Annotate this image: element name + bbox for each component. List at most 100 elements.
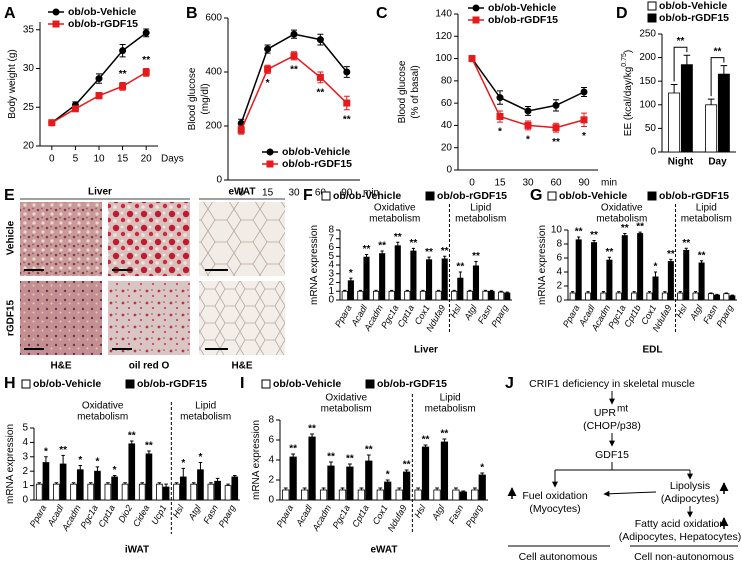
legend-label: ob/ob-Vehicle <box>659 0 727 12</box>
bar <box>482 290 489 301</box>
legend-label: ob/ob-Vehicle <box>488 2 556 14</box>
error-bar <box>474 261 478 266</box>
significance: ** <box>289 444 297 455</box>
bar <box>705 104 718 153</box>
y-tick-label: 140 <box>435 9 452 20</box>
bar <box>388 290 395 301</box>
data-point <box>119 47 127 55</box>
y-tick-label: 60 <box>441 98 453 109</box>
x-tick-label: Ppara <box>333 303 354 329</box>
bar <box>319 489 328 501</box>
bar <box>606 259 613 301</box>
bar <box>173 483 180 501</box>
bar <box>138 483 146 501</box>
y-axis-label: mRNA expression <box>251 420 262 500</box>
x-tick-label: Ppara <box>28 503 49 529</box>
bar <box>621 235 628 301</box>
error-bar <box>653 271 658 277</box>
y-tick-label: 400 <box>205 67 222 78</box>
panel-letter: D <box>616 5 628 22</box>
significance: * <box>498 127 502 138</box>
legend-label: ob/ob-rGDF15 <box>282 158 352 170</box>
bar <box>372 290 380 301</box>
y-tick-label: 0 <box>268 495 274 506</box>
legend-label: ob/ob-rGDF15 <box>437 190 507 202</box>
bar <box>402 471 411 501</box>
y-label-text: EE (kcal/day/kg <box>623 67 634 136</box>
x-tick-label: Ucp1 <box>149 503 168 526</box>
connector <box>555 462 690 471</box>
bar <box>575 239 582 301</box>
y-tick-label: 100 <box>435 53 452 64</box>
node: Fatty acid oxidation <box>635 518 726 530</box>
error-bar <box>130 440 134 444</box>
data-point <box>290 30 298 38</box>
y-tick-label: 0 <box>22 495 28 506</box>
significance: * <box>349 268 353 279</box>
node: CRIF1 deficiency in skeletal muscle <box>529 378 695 390</box>
legend-label: ob/ob-Vehicle <box>559 190 627 202</box>
x-tick-label: Ppara <box>561 303 582 329</box>
significance: ** <box>441 429 449 440</box>
series-line <box>471 58 585 129</box>
legend-marker <box>266 148 274 156</box>
increase-arrows <box>507 482 729 529</box>
significance: ** <box>363 244 371 255</box>
legend-label: ob/ob-rGDF15 <box>137 378 207 390</box>
y-label-sup: 0.75 <box>621 53 628 67</box>
significance: * <box>198 452 202 463</box>
legend-label: ob/ob-Vehicle <box>282 146 350 158</box>
bar <box>414 489 422 501</box>
panel-letter: F <box>303 187 313 204</box>
y-tick-label: 7 <box>328 233 334 244</box>
data-point <box>580 88 588 96</box>
bar <box>421 446 430 501</box>
x-tick-label: 30 <box>288 188 300 199</box>
legend-label: ob/ob-rGDF15 <box>659 12 729 24</box>
scale-bars <box>24 269 228 350</box>
y-tick-label: 3 <box>22 451 28 462</box>
x-tick-label: 0 <box>469 178 475 189</box>
x-tick-label: Pparg <box>464 503 485 529</box>
y-label-text: (% of basal) <box>410 65 421 118</box>
bar <box>488 290 495 301</box>
x-tick-label: Cidea <box>131 503 151 528</box>
bar <box>282 489 290 501</box>
section-label: metabolism <box>681 214 732 225</box>
y-tick-label: 20 <box>23 141 35 152</box>
panel-letter: A <box>4 5 16 22</box>
bar <box>646 292 653 301</box>
bar <box>637 233 644 301</box>
significance: ** <box>425 247 433 258</box>
series-line <box>240 33 348 124</box>
bar <box>631 292 638 301</box>
bar <box>308 436 316 501</box>
bar <box>128 443 136 501</box>
y-label-text: mRNA expression <box>537 225 548 305</box>
legend-label: ob/ob-rGDF15 <box>68 18 138 30</box>
legend-swatch <box>647 191 657 201</box>
bar <box>668 92 681 153</box>
x-tick-label: 60 <box>550 178 562 189</box>
data-point <box>343 68 351 76</box>
bar <box>600 292 607 301</box>
section-label: Oxidative <box>374 203 416 214</box>
bar <box>346 466 354 501</box>
panel-e: E Liver eWAT Vehicle rGDF15 H&E oil red … <box>4 187 285 372</box>
x-tick-label: 60 <box>315 188 327 199</box>
bar <box>717 73 730 153</box>
bar <box>478 474 486 501</box>
data-point <box>496 113 504 121</box>
bar <box>698 262 705 301</box>
y-tick-label: 40 <box>441 120 453 131</box>
bar <box>585 292 592 301</box>
bar <box>384 481 392 501</box>
significance: * <box>78 455 82 466</box>
y-tick-label: 30 <box>23 63 35 74</box>
error-bar <box>396 241 400 246</box>
bar <box>441 258 448 301</box>
significance: ** <box>403 460 411 471</box>
y-tick-label: 20 <box>441 142 453 153</box>
y-tick-label: 4 <box>22 437 28 448</box>
y-tick-label: 0 <box>446 165 452 176</box>
